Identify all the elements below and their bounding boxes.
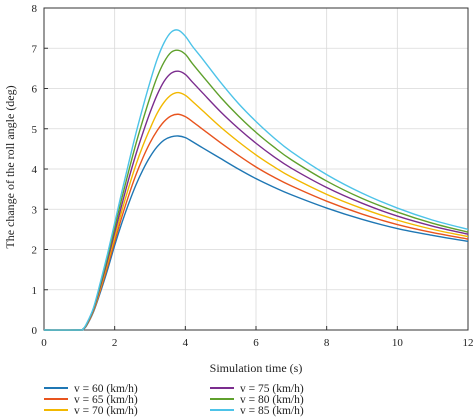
legend-label-4: v = 80 (km/h) [240, 394, 304, 406]
y-tick-label: 1 [32, 285, 38, 297]
legend-label-5: v = 85 (km/h) [240, 405, 304, 417]
legend: v = 60 (km/h)v = 65 (km/h)v = 70 (km/h) v… [44, 383, 304, 417]
y-tick-label: 3 [32, 204, 38, 216]
series-lines [43, 29, 469, 331]
y-tick-label: 8 [32, 3, 38, 15]
y-tick-label: 4 [32, 164, 38, 176]
y-tick-label: 0 [32, 325, 38, 337]
series-line-5 [43, 29, 469, 331]
legend-label-3: v = 75 (km/h) [240, 383, 304, 395]
y-tick-label: 6 [32, 84, 38, 96]
y-axis-ticks: 0 1 2 3 4 5 6 7 8 [32, 3, 48, 337]
x-tick-label: 12 [463, 337, 474, 349]
x-axis-ticks: 0 2 4 6 8 10 12 [41, 326, 474, 349]
legend-label-2: v = 70 (km/h) [74, 405, 138, 417]
x-tick-label: 8 [324, 337, 330, 349]
x-tick-label: 0 [41, 337, 47, 349]
y-axis-label: The change of the roll angle (deg) [3, 85, 17, 248]
legend-label-1: v = 65 (km/h) [74, 394, 138, 406]
y-tick-label: 7 [32, 43, 38, 55]
x-axis-label: Simulation time (s) [210, 361, 303, 375]
x-tick-label: 4 [183, 337, 189, 349]
y-tick-label: 2 [32, 245, 38, 257]
x-tick-label: 10 [392, 337, 404, 349]
x-tick-label: 6 [253, 337, 259, 349]
x-tick-label: 2 [112, 337, 118, 349]
legend-label-0: v = 60 (km/h) [74, 383, 138, 395]
y-tick-label: 5 [32, 124, 38, 136]
